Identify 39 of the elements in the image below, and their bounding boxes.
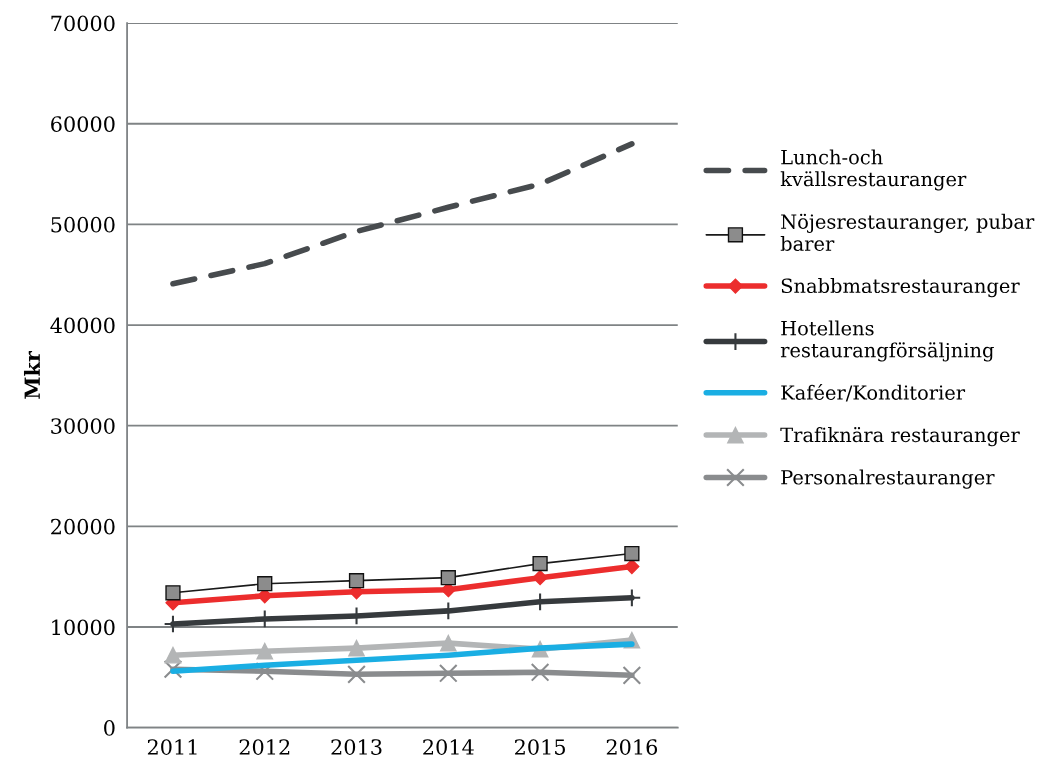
point [348, 573, 365, 589]
point [348, 639, 365, 657]
y-tick-label: 10000 [52, 619, 115, 636]
point [256, 642, 274, 660]
point [165, 585, 181, 601]
x-tick-label: 2012 [239, 739, 290, 755]
x-tick-label: 2013 [331, 739, 382, 755]
y-tick-label: 70000 [51, 15, 115, 32]
y-tick-label: 50000 [51, 216, 115, 233]
legend-label: Nöjesrestauranger, pubar barer [780, 213, 1035, 251]
legend-label: Lunch-och kvällsrestauranger [780, 149, 967, 191]
point [257, 576, 273, 592]
y-tick-label: 40000 [50, 317, 115, 334]
point [532, 570, 548, 586]
point [440, 570, 456, 586]
legend-label: Snabbmatsrestauranger [781, 278, 1020, 298]
legend-label: Trafiknära restauranger [780, 426, 1020, 447]
point [163, 659, 183, 679]
point [622, 665, 642, 685]
point [164, 646, 182, 664]
point [347, 664, 366, 684]
legend-label: Hotellens restaurangförsäljning [780, 320, 994, 362]
point [530, 662, 550, 682]
x-tick-label: 2011 [147, 739, 197, 755]
point [624, 545, 640, 562]
point [624, 559, 640, 575]
point [439, 634, 457, 652]
x-tick-label: 2014 [423, 739, 474, 755]
y-tick-label: 20000 [51, 518, 115, 535]
y-axis-title: Mkr [23, 350, 40, 399]
point [438, 663, 458, 683]
y-tick-label: 30000 [51, 418, 115, 434]
legend-label: Kaféer/Konditorier [781, 384, 966, 402]
x-tick-label: 2015 [514, 739, 565, 755]
legend-label: Personalrestauranger [781, 469, 995, 489]
y-tick-label: 0 [104, 720, 115, 736]
point [532, 555, 548, 572]
y-tick-label: 60000 [51, 116, 115, 132]
x-tick-label: 2016 [606, 739, 658, 755]
